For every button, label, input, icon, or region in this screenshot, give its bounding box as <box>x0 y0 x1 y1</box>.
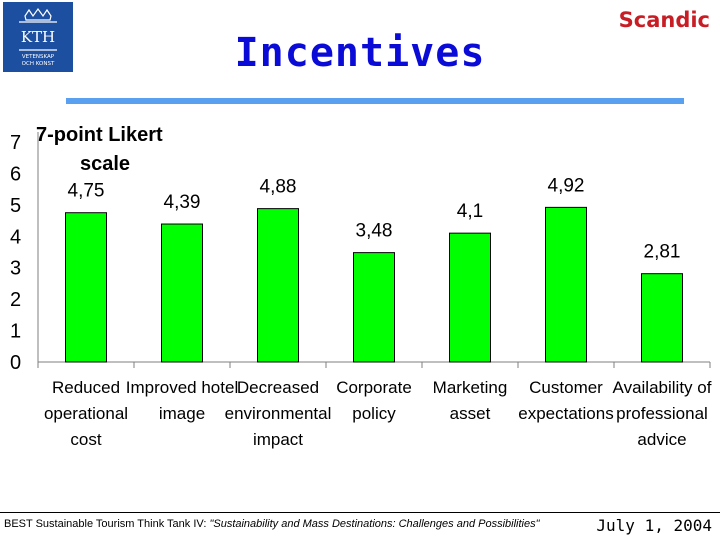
bar <box>545 206 587 363</box>
title-underline <box>66 98 684 104</box>
category-label: advice <box>637 430 686 449</box>
category-label: operational <box>44 404 128 423</box>
scandic-logo: Scandic <box>618 8 710 32</box>
bar-value-label: 4,88 <box>260 177 297 198</box>
category-label: Customer <box>529 378 603 397</box>
footer-date: July 1, 2004 <box>596 516 712 535</box>
bar-value-label: 4,39 <box>164 192 201 213</box>
category-label: Corporate <box>336 378 412 397</box>
logo-subtext-1: VETENSKAP <box>22 54 55 60</box>
bar-value-label: 3,48 <box>356 221 393 242</box>
category-label: Improved hotel <box>126 378 238 397</box>
kth-logo: KTH VETENSKAP OCH KONST <box>3 2 73 72</box>
category-label: Decreased <box>237 378 319 397</box>
bar <box>161 223 203 363</box>
bar-chart: 0 1 2 3 4 5 6 7 4,75 Reduced operational cost 4,39 Im… <box>10 124 712 449</box>
bar-value-label: 4,92 <box>548 175 585 196</box>
bar-value-label: 2,81 <box>644 242 681 263</box>
footer-divider <box>0 512 720 513</box>
bar <box>257 208 299 363</box>
y-tick-label: 6 <box>10 163 21 185</box>
bar <box>353 252 395 363</box>
logo-subtext-2: OCH KONST <box>22 61 55 67</box>
y-tick-label: 7 <box>10 132 21 154</box>
category-label: Reduced <box>52 378 120 397</box>
category-label: professional <box>616 404 708 423</box>
category-label: impact <box>253 430 303 449</box>
category-label: Availability of <box>613 378 712 397</box>
bar <box>449 232 491 363</box>
footer-event-theme: "Sustainability and Mass Destinations: C… <box>209 518 540 530</box>
y-tick-label: 2 <box>10 289 21 311</box>
footer-event: BEST Sustainable Tourism Think Tank IV: … <box>4 518 540 530</box>
y-tick-label: 5 <box>10 195 21 217</box>
bar <box>641 273 683 363</box>
y-tick-label: 3 <box>10 258 21 280</box>
chart-title: 7-point Likert <box>36 124 163 146</box>
y-tick-label: 4 <box>10 226 21 248</box>
bar <box>65 212 107 363</box>
y-tick-label: 0 <box>10 352 21 374</box>
kth-crest-icon: KTH VETENSKAP OCH KONST <box>3 2 73 72</box>
category-label: policy <box>352 404 396 423</box>
y-tick-label: 1 <box>10 321 21 343</box>
category-label: expectations <box>518 404 613 423</box>
category-label: environmental <box>225 404 332 423</box>
bar-value-label: 4,75 <box>68 181 105 202</box>
footer-event-name: BEST Sustainable Tourism Think Tank IV: <box>4 518 210 530</box>
logo-text: KTH <box>21 28 55 46</box>
page-title: Incentives <box>234 30 486 76</box>
category-label: Marketing <box>433 378 508 397</box>
chart-title: scale <box>80 153 130 175</box>
category-label: image <box>159 404 205 423</box>
bar-value-label: 4,1 <box>457 201 483 222</box>
category-label: asset <box>450 404 491 423</box>
category-label: cost <box>70 430 101 449</box>
